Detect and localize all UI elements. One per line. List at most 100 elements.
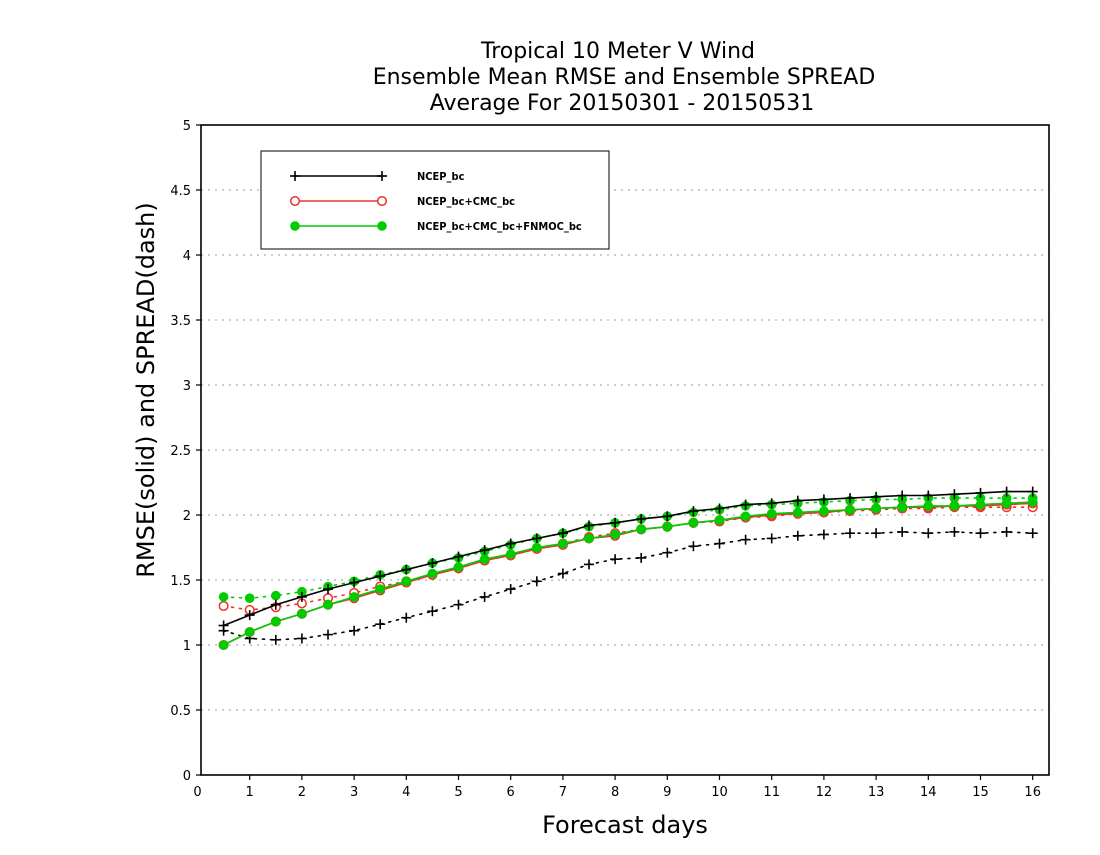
rmse-point-3 — [349, 592, 359, 602]
legend-marker-2 — [289, 195, 301, 207]
spread-point-1 — [975, 528, 986, 539]
rmse-point-1 — [766, 498, 777, 509]
x-tick-label: 1 — [246, 785, 254, 800]
rmse-point-1 — [270, 599, 281, 610]
rmse-point-1 — [714, 503, 725, 514]
rmse-point-1 — [792, 495, 803, 506]
spread-point-1 — [479, 591, 490, 602]
rmse-point-3 — [375, 584, 386, 594]
rmse-line-2 — [223, 502, 1033, 646]
title-line-2: Ensemble Mean RMSE and Ensemble SPREAD — [373, 65, 876, 90]
rmse-point-1 — [610, 517, 621, 528]
rmse-point-1 — [662, 511, 673, 522]
x-tick-label: 5 — [454, 785, 462, 800]
spread-point-1 — [871, 528, 882, 539]
rmse-point-3 — [793, 507, 803, 518]
y-tick-label: 1.5 — [170, 574, 191, 589]
spread-point-1 — [296, 633, 307, 644]
spread-point-1 — [792, 530, 803, 541]
x-tick-label: 11 — [763, 785, 780, 800]
spread-line-3 — [222, 497, 1034, 600]
spread-point-1 — [662, 547, 673, 558]
rmse-point-3 — [819, 506, 829, 516]
rmse-point-3 — [453, 562, 464, 572]
rmse-point-1 — [975, 487, 986, 498]
rmse-point-3 — [845, 505, 855, 515]
x-tick-label: 4 — [402, 785, 410, 800]
spread-point-1 — [897, 526, 908, 537]
legend-marker-1 — [290, 171, 300, 181]
rmse-point-3 — [740, 511, 751, 522]
y-tick-label: 4.5 — [170, 184, 191, 199]
rmse-point-1 — [923, 490, 934, 501]
rmse-point-1 — [401, 564, 412, 575]
rmse-point-3 — [505, 549, 516, 559]
rmse-point-3 — [766, 508, 777, 519]
y-axis-label: RMSE(solid) and SPREAD(dash) — [132, 202, 160, 578]
x-tick-label: 9 — [663, 785, 671, 800]
spread-point-1 — [1001, 526, 1012, 537]
rmse-point-3 — [897, 502, 908, 513]
y-tick-label: 0.5 — [170, 704, 191, 719]
spread-point-1 — [949, 526, 960, 537]
rmse-point-3 — [610, 529, 620, 540]
rmse-point-1 — [818, 494, 829, 505]
rmse-point-1 — [871, 491, 882, 502]
spread-point-1 — [505, 584, 516, 595]
legend-marker-2 — [376, 195, 388, 207]
y-tick-label: 1 — [183, 639, 191, 654]
rmse-point-3 — [479, 554, 490, 565]
rmse-point-1 — [557, 528, 568, 539]
rmse-point-1 — [897, 490, 908, 501]
rmse-point-1 — [584, 520, 594, 531]
rmse-point-3 — [688, 518, 699, 528]
rmse-point-1 — [218, 620, 229, 631]
rmse-point-1 — [244, 610, 255, 621]
rmse-point-3 — [244, 627, 255, 637]
rmse-point-1 — [453, 551, 464, 562]
rmse-point-3 — [1027, 497, 1038, 507]
spread-point-1 — [766, 533, 777, 544]
y-tick-label: 4 — [183, 249, 191, 264]
rmse-point-3 — [427, 568, 438, 579]
rmse-point-1 — [349, 577, 360, 588]
legend-label-1: NCEP_bc — [417, 170, 465, 183]
spread-point-1 — [349, 625, 360, 636]
rmse-point-1 — [949, 489, 960, 500]
spread-point-1 — [323, 629, 333, 640]
rmse-point-3 — [636, 524, 647, 535]
spread-point-1 — [584, 559, 594, 570]
spread-point-1 — [688, 541, 699, 552]
spread-point-1 — [531, 576, 542, 587]
rmse-point-1 — [505, 538, 516, 549]
legend-marker-3 — [290, 221, 300, 231]
x-tick-label: 8 — [611, 785, 619, 800]
rmse-line-3 — [223, 501, 1033, 646]
y-tick-label: 5 — [183, 119, 191, 134]
rmse-point-3 — [949, 501, 960, 511]
title-line-3: Average For 20150301 - 20150531 — [430, 91, 815, 116]
spread-point-1 — [375, 619, 386, 630]
x-tick-label: 13 — [868, 785, 885, 800]
x-tick-label: 7 — [559, 785, 567, 800]
axis-ticks: 00.511.522.533.544.550 1 2 3 4 5 6 7 8 9 10 11 12 13 1… — [170, 119, 1041, 800]
rmse-point-3 — [218, 640, 229, 650]
x-tick-label: 3 — [350, 785, 358, 800]
rmse-point-3 — [271, 616, 281, 627]
x-tick-label: 14 — [920, 785, 937, 800]
x-tick-label: 6 — [507, 785, 515, 800]
x-tick-label: 0 — [193, 785, 201, 800]
legend-marker-1 — [377, 171, 387, 181]
spread-point-1 — [610, 554, 621, 565]
chart-title: Tropical 10 Meter V Wind Ensemble Mean R… — [373, 39, 876, 116]
y-tick-label: 2 — [183, 509, 191, 524]
spread-point-3 — [244, 593, 255, 604]
rmse-point-1 — [427, 558, 438, 569]
rmse-point-3 — [297, 609, 307, 619]
x-tick-label: 10 — [711, 785, 728, 800]
x-tick-label: 16 — [1024, 785, 1041, 800]
series-lines — [218, 486, 1038, 651]
rmse-point-1 — [479, 545, 490, 556]
rmse-point-3 — [662, 521, 673, 532]
x-tick-label: 15 — [972, 785, 989, 800]
